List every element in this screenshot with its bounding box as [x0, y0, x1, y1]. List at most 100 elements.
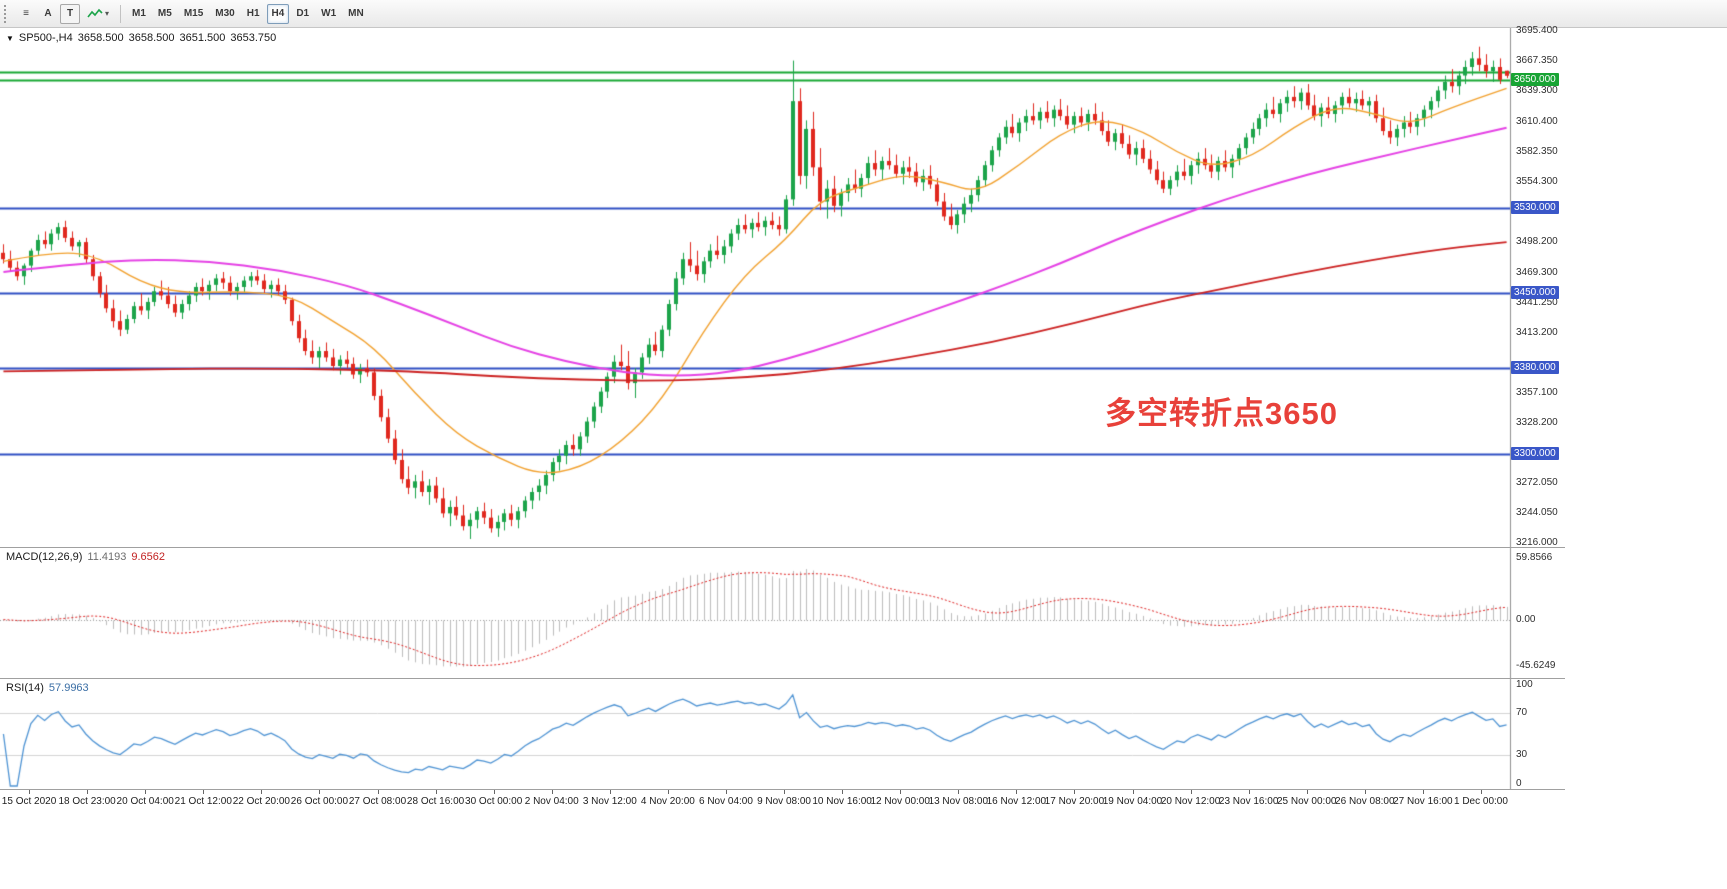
price-axis-label: 3441.250	[1516, 296, 1558, 308]
time-axis-label: 28 Oct 16:00	[406, 796, 465, 807]
price-axis-label: 3498.200	[1516, 235, 1558, 247]
chart-text-annotation[interactable]: 多空转折点3650	[1105, 396, 1338, 431]
time-axis-label: 1 Dec 00:00	[1453, 796, 1508, 807]
time-axis-label: 26 Oct 00:00	[290, 796, 349, 807]
rsi-panel: RSI(14) 57.9963 100 70 30 0	[0, 679, 1565, 790]
time-axis-tick	[29, 790, 30, 794]
ohlc-open: 3658.500	[77, 32, 124, 44]
time-axis-label: 25 Nov 00:00	[1276, 796, 1337, 807]
rsi-name: RSI(14)	[6, 682, 44, 694]
time-axis-label: 21 Oct 12:00	[174, 796, 232, 807]
time-axis-tick	[726, 790, 727, 794]
time-axis-tick	[1365, 790, 1366, 794]
time-axis-tick	[1191, 790, 1192, 794]
price-axis-label: 3244.050	[1516, 507, 1558, 519]
price-axis-label: 3216.000	[1516, 537, 1558, 549]
time-axis-tick	[784, 790, 785, 794]
timeframe-h1[interactable]: H1	[246, 8, 260, 19]
macd-axis-label: 59.8566	[1516, 552, 1553, 564]
time-axis-label: 4 Nov 20:00	[640, 796, 695, 807]
time-axis-label: 17 Nov 20:00	[1044, 796, 1105, 807]
time-axis-label: 9 Nov 08:00	[757, 796, 811, 807]
main-chart-canvas[interactable]	[0, 28, 1565, 547]
text-label-button[interactable]: A	[38, 4, 58, 24]
symbol-dropdown-icon[interactable]: ▼	[6, 33, 14, 43]
rsi-label: RSI(14) 57.9963	[6, 682, 89, 694]
symbol-period-label: SP500-,H4	[18, 32, 73, 44]
time-axis-label: 30 Oct 00:00	[465, 796, 523, 807]
timeframe-w1[interactable]: W1	[321, 8, 337, 19]
rsi-canvas[interactable]	[0, 679, 1565, 789]
time-axis-tick	[203, 790, 204, 794]
toolbar-drag-handle[interactable]	[4, 4, 10, 23]
time-axis[interactable]: 15 Oct 2020 18 Oct 23:00 20 Oct 04:00 21 Oc…	[0, 790, 1565, 812]
price-line-badge: 3380.000	[1511, 361, 1559, 375]
time-axis-tick	[900, 790, 901, 794]
rsi-axis-label: 100	[1516, 679, 1533, 690]
rsi-value: 57.9963	[48, 682, 89, 694]
time-axis-label: 27 Oct 08:00	[348, 796, 407, 807]
time-axis-label: 16 Nov 12:00	[986, 796, 1047, 807]
text-label-icon: A	[44, 8, 52, 19]
toolbar-separator	[120, 4, 122, 23]
macd-name: MACD(12,26,9)	[6, 551, 83, 563]
time-axis-label: 26 Nov 08:00	[1335, 796, 1395, 807]
chart-title: ▼ SP500-,H4 3658.500 3658.500 3651.500 3…	[6, 32, 276, 44]
timeframe-m5[interactable]: M5	[157, 8, 172, 19]
time-axis-tick	[668, 790, 669, 794]
price-line-badge: 3650.000	[1511, 72, 1559, 86]
time-axis-tick	[610, 790, 611, 794]
ohlc-high: 3658.500	[128, 32, 175, 44]
indicators-button[interactable]: ▾	[82, 4, 114, 24]
time-axis-label: 27 Nov 16:00	[1393, 796, 1453, 807]
ohlc-low: 3651.500	[179, 32, 226, 44]
timeframe-d1[interactable]: D1	[296, 8, 310, 19]
timeframe-mn[interactable]: MN	[348, 8, 364, 19]
time-axis-label: 10 Nov 16:00	[812, 796, 872, 807]
price-line-badge: 3450.000	[1511, 286, 1559, 300]
time-axis-tick	[958, 790, 959, 794]
time-axis-label: 13 Nov 08:00	[928, 796, 989, 807]
time-axis-label: 6 Nov 04:00	[698, 796, 753, 807]
rsi-axis-label: 70	[1516, 707, 1528, 719]
rsi-axis-label: 30	[1516, 748, 1528, 760]
timeframe-group: M1 M5 M15 M30 H1 H4 D1 W1 MN	[126, 3, 370, 24]
time-axis-tick	[1307, 790, 1308, 794]
time-axis-label: 3 Nov 12:00	[582, 796, 637, 807]
timeframe-m15[interactable]: M15	[183, 8, 204, 19]
time-axis-label: 22 Oct 20:00	[232, 796, 290, 807]
rsi-axis-label: 0	[1516, 778, 1522, 789]
indicator-line-icon	[87, 8, 103, 17]
macd-axis-label: 0.00	[1516, 613, 1536, 625]
objects-list-button[interactable]: ≡	[16, 4, 36, 24]
macd-main-value: 11.4193	[87, 551, 127, 563]
time-axis-label: 2 Nov 04:00	[524, 796, 579, 807]
price-axis-label: 3413.200	[1516, 326, 1558, 338]
text-box-icon: T	[66, 8, 74, 19]
time-axis-tick	[494, 790, 495, 794]
price-axis-label: 3610.400	[1516, 116, 1558, 128]
objects-list-icon: ≡	[23, 8, 29, 19]
price-axis-label: 3582.350	[1516, 146, 1558, 158]
main-chart-panel: ▼ SP500-,H4 3658.500 3658.500 3651.500 3…	[0, 25, 1565, 549]
macd-signal-value: 9.6562	[131, 551, 166, 563]
time-axis-label: 12 Nov 00:00	[870, 796, 930, 807]
timeframe-m30[interactable]: M30	[215, 8, 235, 19]
price-axis-label: 3469.300	[1516, 266, 1558, 278]
time-axis-tick	[552, 790, 553, 794]
time-axis-tick	[319, 790, 320, 794]
text-box-button[interactable]: T	[60, 3, 80, 24]
ohlc-close: 3653.750	[230, 32, 277, 44]
price-axis-label: 3667.350	[1516, 55, 1558, 67]
time-axis-tick	[1249, 790, 1250, 794]
timeframe-h4[interactable]: H4	[266, 3, 290, 24]
time-axis-tick	[261, 790, 262, 794]
timeframe-m1[interactable]: M1	[132, 8, 146, 19]
macd-label: MACD(12,26,9) 11.4193 9.6562	[6, 551, 165, 563]
macd-canvas[interactable]	[0, 548, 1565, 678]
dropdown-arrow-icon: ▾	[105, 9, 110, 18]
time-axis-label: 19 Nov 04:00	[1102, 796, 1163, 807]
price-axis-label: 3357.100	[1516, 386, 1558, 398]
price-axis-label: 3554.300	[1516, 175, 1558, 187]
time-axis-tick	[1481, 790, 1482, 794]
